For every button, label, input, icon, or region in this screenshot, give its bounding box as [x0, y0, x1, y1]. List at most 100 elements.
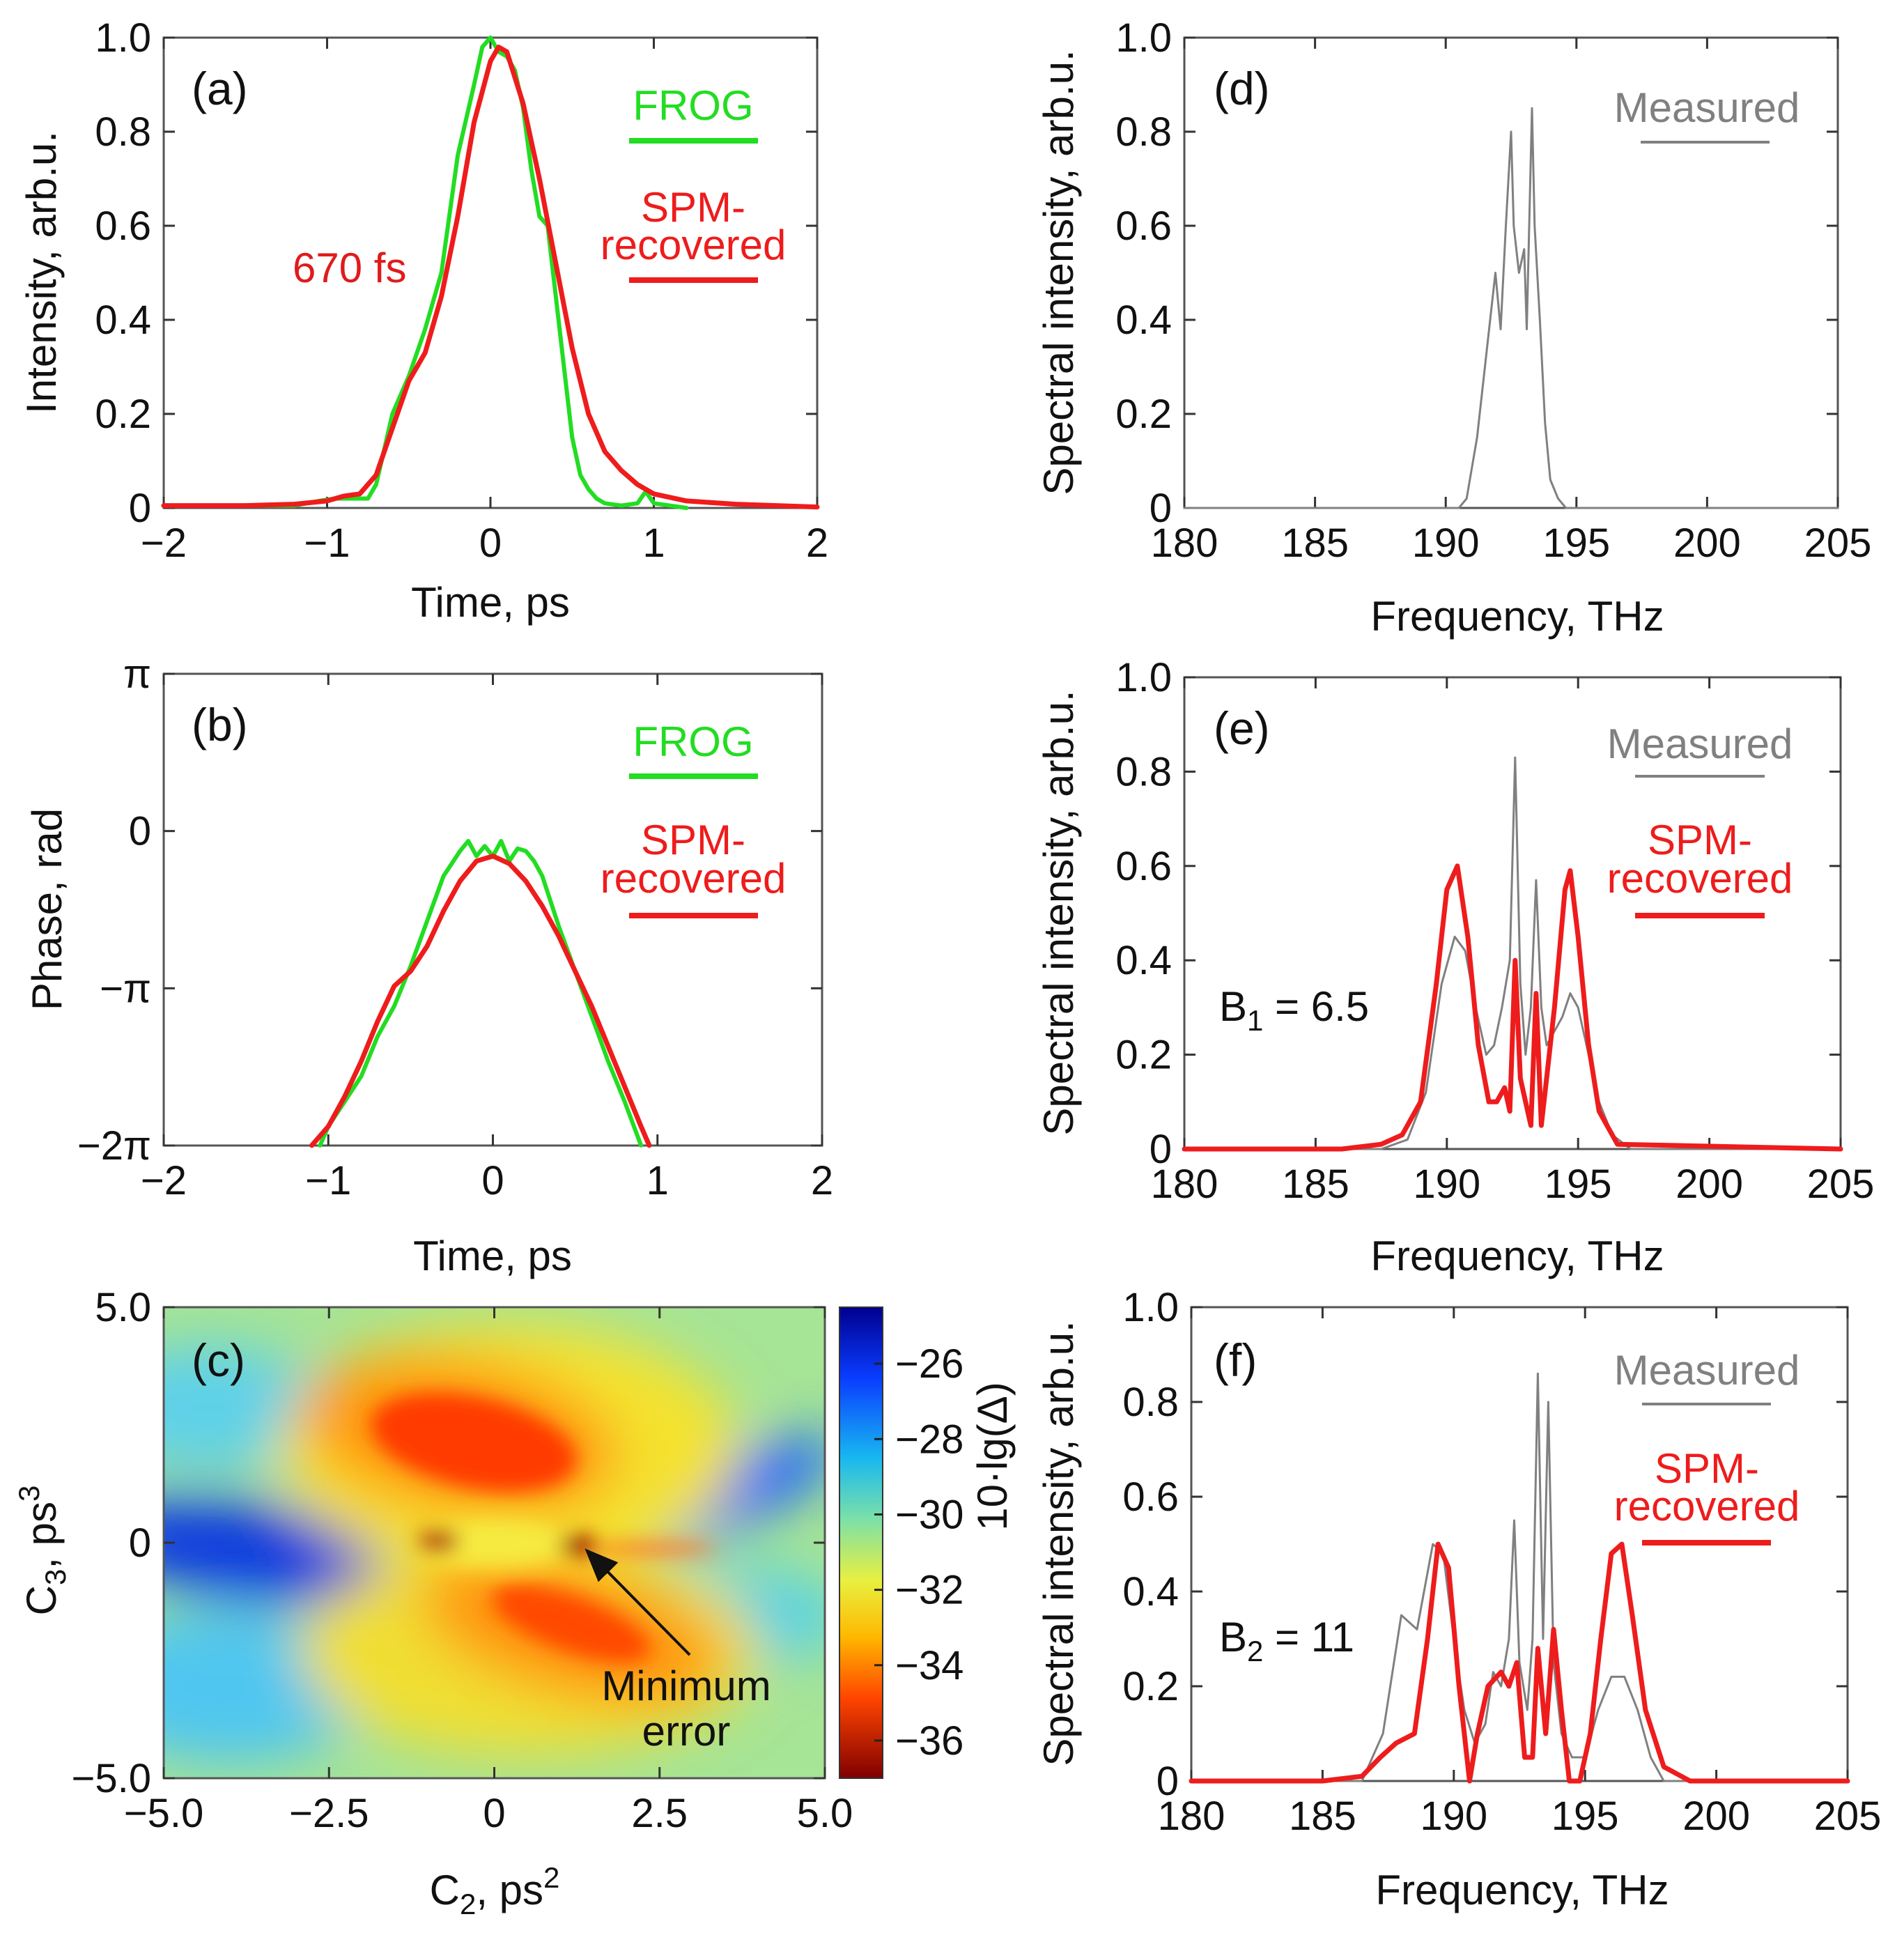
y-tick-label: 0.4 [1122, 1569, 1179, 1614]
x-tick-label: 180 [1158, 1794, 1225, 1839]
y-tick-label: 0.6 [1122, 1474, 1179, 1520]
y-tick-label: 0.8 [1122, 1380, 1179, 1425]
x-axis-label-d: Frequency, THz [1370, 593, 1664, 640]
y-axis-label-d: Spectral intensity, arb.u. [1035, 49, 1082, 495]
y-tick-label: 0 [129, 486, 151, 531]
x-axis-label-c: C2, ps2 [430, 1861, 560, 1920]
legend-measured-label-f: Measured [1614, 1347, 1800, 1394]
x-axis-label-f: Frequency, THz [1375, 1867, 1669, 1913]
colorbar-tick-label: −36 [895, 1718, 963, 1764]
panel-label-e: (e) [1214, 702, 1270, 754]
panel-b: −2 −1 0 1 2 −2π −π 0 π (b) Time, ps Phase, rad F… [24, 652, 833, 1279]
panel-a: −2 −1 0 1 2 0 0.2 0.4 0.6 0.8 1.0 (a) Time, ps Int… [18, 15, 828, 626]
y-tick-label: 0.8 [95, 109, 151, 155]
colorbar-tick-label: −26 [895, 1341, 963, 1387]
y-tick-label: 0.4 [95, 298, 151, 343]
y-axis-label-e: Spectral intensity, arb.u. [1035, 690, 1082, 1135]
heatmap-min-left [418, 1531, 460, 1552]
colorbar-label: 10·lg(Δ) [969, 1382, 1016, 1530]
x-tick-label: 1 [642, 521, 665, 566]
legend-spm-label-a: SPM-recovered [601, 184, 787, 268]
x-tick-label: 2 [811, 1158, 833, 1203]
heatmap-min-right [559, 1536, 598, 1555]
y-tick-label: 1.0 [1115, 15, 1172, 61]
legend-spm-label-e: SPM-recovered [1607, 817, 1793, 902]
series-line-spm-recovered [1182, 863, 1843, 1152]
panel-label-c: (c) [192, 1334, 245, 1386]
y-tick-label: π [123, 652, 151, 697]
series-d [1183, 107, 1839, 509]
y-tick-label: 1.0 [1115, 655, 1172, 700]
heatmap [164, 1307, 825, 1778]
y-axis-label-b: Phase, rad [24, 808, 70, 1010]
x-tick-label: −1 [305, 1158, 351, 1203]
panel-label-b: (b) [192, 699, 248, 750]
x-axis-label-b: Time, ps [413, 1233, 572, 1279]
y-tick-label: 0.6 [95, 203, 151, 249]
y-tick-label: 0.6 [1115, 844, 1172, 889]
y-tick-label: −5.0 [72, 1756, 152, 1801]
y-tick-label: 0 [1150, 1127, 1172, 1172]
colorbar-tick-label: −34 [895, 1643, 963, 1688]
x-tick-label: 2 [806, 521, 828, 566]
tick-labels-a: −2 −1 0 1 2 0 0.2 0.4 0.6 0.8 1.0 [95, 15, 828, 566]
x-tick-label: −2.5 [289, 1791, 369, 1836]
x-tick-label: 185 [1289, 1794, 1356, 1839]
y-axis-label-a: Intensity, arb.u. [18, 131, 65, 414]
y-tick-label: 0.2 [1122, 1664, 1179, 1709]
annotation-670fs: 670 fs [293, 245, 406, 291]
tick-labels-f: 180 185 190 195 200 205 0 0.2 0.4 0.6 0.8 1.0 [1122, 1285, 1881, 1839]
ticks-b [162, 672, 823, 1147]
legend-measured-label-e: Measured [1607, 720, 1793, 767]
y-tick-label: 1.0 [1122, 1285, 1179, 1330]
series-line-spm-recovered [1189, 1541, 1850, 1784]
y-tick-label: 0.8 [1115, 109, 1172, 155]
y-tick-label: 0.6 [1115, 203, 1172, 249]
colorbar [839, 1306, 883, 1779]
minimum-error-annotation: Minimum error [601, 1663, 771, 1755]
y-tick-label: 0 [1150, 486, 1172, 531]
series-line-frog [318, 839, 644, 1148]
x-tick-label: 205 [1804, 521, 1872, 566]
colorbar-tick-label: −30 [895, 1492, 963, 1537]
legend-spm-label-f: SPM-recovered [1614, 1445, 1800, 1529]
tick-labels-d: 180 185 190 195 200 205 0 0.2 0.4 0.6 0.8 1.0 [1115, 15, 1871, 566]
panel-label-d: (d) [1214, 63, 1270, 114]
x-tick-label: 5.0 [797, 1791, 853, 1836]
legend-spm-label-b: SPM-recovered [601, 817, 787, 902]
x-tick-label: 185 [1282, 1162, 1349, 1207]
legend-frog-label-a: FROG [633, 82, 753, 129]
x-tick-label: 200 [1673, 521, 1741, 566]
y-tick-label: 0.2 [1115, 1033, 1172, 1078]
x-tick-label: 190 [1420, 1794, 1487, 1839]
y-tick-label: 0 [1156, 1759, 1179, 1804]
annotation-b1: B1 = 6.5 [1219, 983, 1369, 1037]
panel-f: 180 185 190 195 200 205 0 0.2 0.4 0.6 0.8 1.0 (f) F… [1035, 1285, 1881, 1913]
x-tick-label: 200 [1682, 1794, 1750, 1839]
x-tick-label: 205 [1814, 1794, 1882, 1839]
series-f [1189, 1372, 1850, 1784]
y-tick-label: 0 [129, 1520, 151, 1566]
y-tick-label: 0.4 [1115, 298, 1172, 343]
x-axis-label-a: Time, ps [411, 579, 570, 626]
panel-label-a: (a) [192, 63, 248, 114]
y-axis-label-f: Spectral intensity, arb.u. [1035, 1320, 1082, 1766]
panel-c: −5.0 −2.5 0 2.5 5.0 −5.0 0 5.0 (c) C2, ps2 C3, … [13, 1285, 1016, 1920]
y-tick-label: 0.2 [1115, 392, 1172, 437]
y-tick-label: 1.0 [95, 15, 151, 61]
series-line-spm-recovered [309, 854, 652, 1148]
y-tick-label: 0.8 [1115, 749, 1172, 794]
heatmap-center-yellow [418, 1519, 571, 1568]
x-tick-label: 195 [1542, 521, 1610, 566]
x-tick-label: 180 [1151, 1162, 1218, 1207]
x-tick-label: 1 [647, 1158, 669, 1203]
x-tick-label: 0 [483, 1791, 505, 1836]
series-line-measured [1183, 107, 1839, 509]
y-tick-label: −π [100, 966, 151, 1011]
colorbar-tick-label: −28 [895, 1417, 963, 1462]
tick-labels-b: −2 −1 0 1 2 −2π −π 0 π [77, 652, 833, 1203]
plot-frame-d [1183, 36, 1839, 509]
panel-label-f: (f) [1214, 1334, 1257, 1386]
annotation-b2: B2 = 11 [1219, 1614, 1354, 1667]
